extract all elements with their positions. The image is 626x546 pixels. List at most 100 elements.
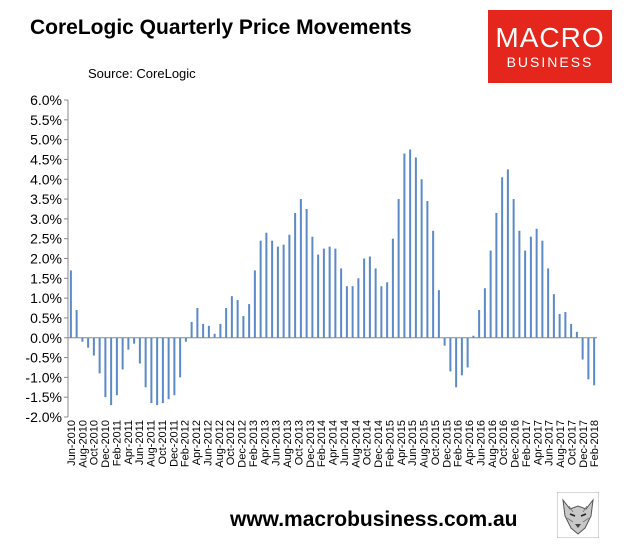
x-tick-label: Oct-2010 [89,420,101,465]
x-tick-label: Apr-2014 [328,420,340,465]
bar [426,201,429,338]
bar [587,337,590,380]
x-tick-label: Dec-2017 [578,420,590,468]
bar [368,256,371,338]
bar [213,333,216,338]
bar [253,270,256,338]
x-tick-label: Jun-2016 [475,420,487,466]
logo-line-2: BUSINESS [506,54,594,70]
bar [288,234,291,338]
bar [121,337,124,370]
bar [127,337,130,350]
x-tick-label: Aug-2015 [419,420,431,468]
x-tick-label: Apr-2017 [532,420,544,465]
bar [414,157,417,338]
bar [495,212,498,338]
x-tick-label: Apr-2016 [464,420,476,465]
y-tick-label: 2.5% [30,231,62,247]
bar [449,337,452,372]
bar [420,179,423,338]
bar [81,337,84,342]
bar [593,337,596,386]
y-tick-label: 3.5% [30,191,62,207]
bar [196,308,199,338]
bar [506,169,509,338]
bar [75,310,78,338]
bar [150,337,153,404]
bar [541,240,544,338]
bar [248,304,251,338]
y-tick-label: 0.0% [30,330,62,346]
bar [483,288,486,338]
bar [271,240,274,338]
x-tick-label: Dec-2011 [168,420,180,467]
bar [305,208,308,338]
bar [478,310,481,338]
x-tick-label: Aug-2014 [350,420,362,468]
bar [374,268,377,338]
x-tick-label: Oct-2014 [362,420,374,465]
x-tick-label: Dec-2013 [305,420,317,468]
x-tick-label: Jun-2014 [339,420,351,466]
bar [328,246,331,338]
x-tick-label: Apr-2011 [123,420,135,464]
bar [225,308,228,338]
bar [351,286,354,338]
bar [138,337,141,364]
x-tick-label: Oct-2012 [225,420,237,465]
bar [547,268,550,338]
bar [409,149,412,338]
bar [363,258,366,338]
x-tick-label: Feb-2014 [316,420,328,467]
x-tick-label: Feb-2015 [384,420,396,467]
x-tick-label: Feb-2013 [248,420,260,467]
bar [386,282,389,338]
bar [432,230,435,338]
bar [276,246,279,338]
x-tick-label: Feb-2017 [521,420,533,467]
y-tick-label: 3.0% [30,211,62,227]
bar [299,199,302,338]
x-tick-label: Oct-2017 [566,420,578,465]
x-tick-label: Dec-2015 [441,420,453,468]
bar [466,337,469,368]
bar [552,294,555,338]
y-tick-label: -1.5% [25,389,62,405]
bar [110,337,113,406]
y-tick-label: 5.0% [30,132,62,148]
x-tick-label: Aug-2017 [555,420,567,468]
y-tick-label: -2.0% [25,409,62,425]
bar [92,337,95,356]
bar [311,236,314,338]
x-tick-label: Jun-2011 [134,420,146,465]
x-tick-label: Jun-2015 [407,420,419,466]
bar [144,337,147,388]
x-tick-label: Dec-2012 [237,420,249,468]
x-tick-label: Aug-2010 [77,420,89,468]
y-tick-label: 1.0% [30,290,62,306]
bar [397,199,400,338]
macrobusiness-logo: MACRO BUSINESS [488,10,612,83]
x-tick-label: Oct-2013 [293,420,305,465]
logo-line-1: MACRO [495,22,605,53]
bar [179,337,182,378]
bar [230,296,233,338]
x-tick-label: Feb-2011 [111,420,123,466]
x-tick-label: Feb-2018 [589,420,601,467]
bar [173,337,176,396]
x-tick-label: Oct-2016 [498,420,510,465]
bar [489,250,492,338]
bar [207,325,210,338]
bar [236,300,239,338]
wolf-mascot-icon [557,492,599,538]
x-tick-label: Dec-2016 [510,420,522,468]
bar [524,250,527,338]
bar [460,337,463,376]
bar [575,331,578,338]
x-tick-label: Apr-2012 [191,420,203,465]
bar [564,311,567,338]
bar [133,337,136,344]
bar [98,337,101,374]
bar [340,268,343,338]
